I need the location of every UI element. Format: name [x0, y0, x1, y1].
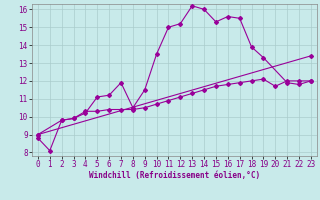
X-axis label: Windchill (Refroidissement éolien,°C): Windchill (Refroidissement éolien,°C): [89, 171, 260, 180]
